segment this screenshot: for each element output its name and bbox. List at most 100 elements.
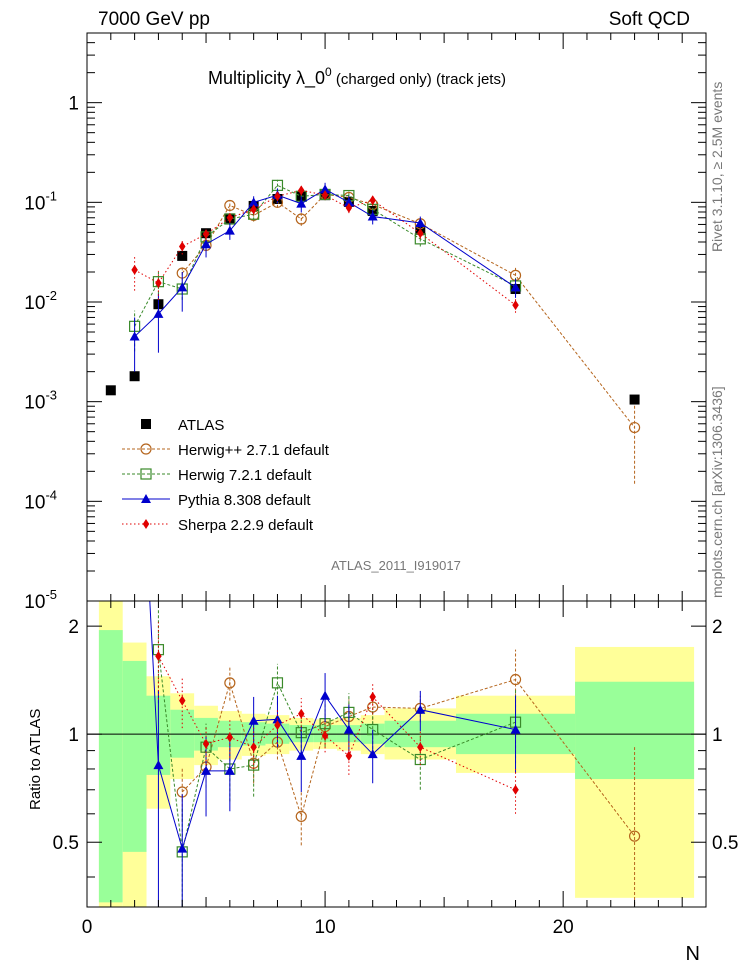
- legend-marker: [141, 494, 151, 503]
- main-series: [105, 179, 641, 484]
- main-point: [155, 278, 162, 289]
- ratio-point: [415, 704, 426, 714]
- ratio-point: [343, 724, 354, 734]
- legend-entry: ATLAS: [141, 417, 224, 434]
- main-point: [367, 211, 378, 221]
- ratio-ytick-label-right: 2: [712, 617, 723, 638]
- main-series-line: [134, 188, 516, 337]
- ratio-ytick-label: 0.5: [53, 833, 79, 854]
- ratio-band-green: [98, 630, 123, 903]
- ratio-point: [155, 651, 162, 662]
- main-point: [202, 229, 210, 240]
- main-point: [129, 331, 140, 341]
- main-point: [105, 385, 116, 396]
- main-point: [224, 225, 235, 235]
- ratio-ylabel: Ratio to ATLAS: [27, 709, 44, 810]
- main-point: [201, 239, 212, 249]
- ratio-point: [224, 765, 235, 775]
- main-point: [248, 197, 259, 207]
- legend-entry: Sherpa 2.2.9 default: [122, 517, 314, 534]
- main-series-line: [134, 189, 516, 306]
- main-point: [510, 282, 521, 292]
- side-label-bottom: mcplots.cern.ch [arXiv:1306.3436]: [709, 386, 725, 598]
- main-point: [345, 202, 353, 213]
- xtick-label: 20: [553, 917, 574, 938]
- ratio-point: [274, 720, 281, 731]
- ratio-panel: 0.5 0.51 12 20 10 20: [53, 600, 738, 938]
- ratio-point: [367, 749, 378, 759]
- legend-label: Herwig++ 2.7.1 default: [178, 442, 330, 459]
- ratio-point: [248, 715, 259, 725]
- main-series-line: [134, 184, 516, 327]
- ratio-point: [369, 691, 376, 702]
- analysis-id: ATLAS_2011_I919017: [331, 558, 461, 573]
- ratio-point: [298, 708, 305, 719]
- main-series-1: [176, 188, 641, 484]
- main-point: [153, 308, 164, 318]
- main-point: [629, 394, 640, 405]
- main-point: [298, 185, 305, 196]
- main-point: [129, 371, 140, 382]
- chart-title-suffix: (charged only) (track jets): [332, 71, 506, 88]
- ratio-point: [177, 843, 188, 853]
- ratio-band-green: [122, 660, 147, 852]
- main-point: [343, 197, 354, 207]
- main-point: [177, 250, 188, 261]
- ratio-series-2: [149, 601, 521, 907]
- main-panel: 1 10-1 10-2 10-3 10-4 10-5: [24, 32, 707, 613]
- legend-label: ATLAS: [178, 417, 224, 434]
- ratio-axes: 0.5 0.51 12 20 10 20: [53, 601, 738, 938]
- ratio-series-line: [149, 601, 516, 851]
- ratio-point: [417, 742, 424, 753]
- main-point: [512, 300, 519, 311]
- ratio-point: [296, 750, 307, 760]
- chart-title: Multiplicity λ_00 (charged only) (track …: [208, 65, 506, 89]
- chart-title-main: Multiplicity λ_0: [208, 68, 325, 89]
- ratio-series-line: [181, 678, 635, 837]
- main-ytick-label: 10-3: [24, 388, 57, 414]
- legend-entry: Herwig++ 2.7.1 default: [122, 442, 330, 459]
- ratio-point: [271, 677, 284, 689]
- main-ytick-label: 10-2: [24, 288, 57, 314]
- main-point: [369, 195, 376, 206]
- main-point: [321, 190, 329, 201]
- main-point: [226, 212, 234, 223]
- legend-marker: [140, 443, 152, 455]
- ratio-point: [628, 830, 641, 842]
- main-series-line: [181, 193, 635, 428]
- main-point: [224, 199, 236, 212]
- header-left: 7000 GeV pp: [98, 9, 210, 30]
- legend-marker: [142, 519, 150, 529]
- legend-label: Sherpa 2.2.9 default: [178, 517, 314, 534]
- main-point: [320, 184, 331, 194]
- legend-entry: Herwig 7.2.1 default: [122, 467, 312, 484]
- main-point: [177, 282, 188, 292]
- ratio-series-clipped: [149, 601, 641, 907]
- legend-label: Pythia 8.308 default: [178, 492, 311, 509]
- ratio-series-line: [157, 649, 516, 852]
- ratio-ytick-label: 1: [68, 725, 79, 746]
- main-point: [178, 241, 186, 252]
- ratio-point: [202, 738, 210, 749]
- ratio-point: [153, 760, 164, 770]
- ratio-point: [509, 673, 522, 686]
- legend-marker: [141, 419, 151, 429]
- ratio-bands: [87, 601, 706, 907]
- main-point: [415, 218, 426, 228]
- ratio-point: [345, 750, 353, 761]
- ratio-series-3: [155, 622, 519, 814]
- chart-title-sup: 0: [325, 65, 332, 79]
- ratio-point: [512, 784, 519, 795]
- ratio-point: [321, 730, 329, 741]
- main-series-4: [131, 185, 519, 313]
- main-ytick-label: 10-5: [24, 587, 57, 613]
- main-ytick-label: 10-1: [24, 188, 57, 214]
- main-point: [628, 421, 641, 434]
- main-point: [250, 204, 257, 215]
- ratio-series: [149, 601, 641, 907]
- main-ytick-label: 10-4: [24, 487, 57, 513]
- ratio-point: [224, 677, 236, 689]
- main-point: [131, 264, 138, 275]
- main-point: [274, 191, 281, 202]
